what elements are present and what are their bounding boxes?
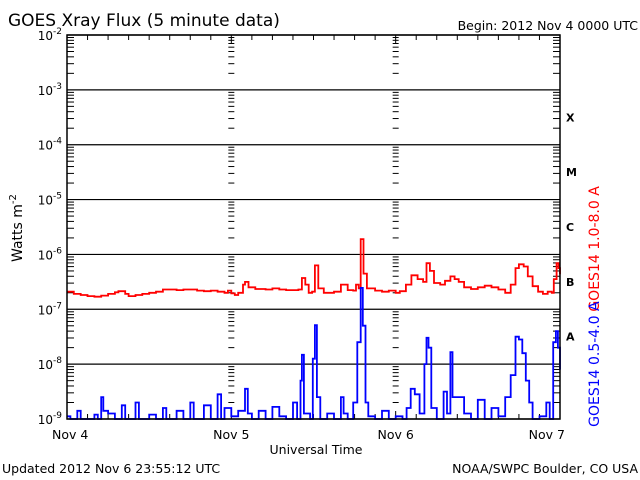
credit-label: NOAA/SWPC Boulder, CO USA xyxy=(452,461,638,476)
y-tick-exp: -4 xyxy=(53,137,62,147)
y-tick-base: 10 xyxy=(38,358,53,372)
y-axis-label: Watts m-2 xyxy=(8,194,26,262)
y-tick-label: 10-8 xyxy=(38,356,63,372)
y-tick-exp: -6 xyxy=(53,246,62,256)
y-tick-base: 10 xyxy=(38,84,53,98)
y-tick-exp: -7 xyxy=(53,301,62,311)
flare-class-label: B xyxy=(566,276,574,289)
x-tick-label: Nov 4 xyxy=(52,427,88,442)
y-tick-exp: -8 xyxy=(53,356,62,366)
flare-class-label: X xyxy=(566,111,575,124)
y-tick-exp: -3 xyxy=(53,82,62,92)
x-axis-label: Universal Time xyxy=(270,442,363,457)
flare-class-label: C xyxy=(566,221,574,234)
series-legend-short: GOES14 0.5-4.0 A xyxy=(587,301,603,427)
y-tick-label: 10-4 xyxy=(38,137,63,153)
series-lines xyxy=(67,238,561,420)
y-tick-label: 10-7 xyxy=(38,301,62,317)
y-tick-label: 10-5 xyxy=(38,192,62,208)
flare-class-label: M xyxy=(566,166,577,179)
y-tick-exp: -9 xyxy=(53,411,62,421)
y-tick-exp: -5 xyxy=(53,192,62,202)
y-tick-exp: -2 xyxy=(53,27,62,37)
x-tick-label: Nov 6 xyxy=(378,427,414,442)
x-tick-label: Nov 7 xyxy=(529,427,565,442)
y-axis-label-text: Watts m xyxy=(10,204,26,262)
x-tick-label: Nov 5 xyxy=(213,427,249,442)
y-tick-base: 10 xyxy=(38,248,53,262)
flare-class-label: A xyxy=(566,331,575,344)
y-tick-base: 10 xyxy=(38,29,53,43)
y-tick-base: 10 xyxy=(38,413,53,427)
chart-title: GOES Xray Flux (5 minute data) xyxy=(8,11,280,31)
series-line-short-wave xyxy=(67,287,561,420)
y-tick-base: 10 xyxy=(38,194,53,208)
updated-timestamp: Updated 2012 Nov 6 23:55:12 UTC xyxy=(2,461,220,476)
begin-label: Begin: 2012 Nov 4 0000 UTC xyxy=(458,18,639,33)
y-tick-label: 10-2 xyxy=(38,27,62,43)
plot-frame xyxy=(66,34,561,420)
series-legend-long: GOES14 1.0-8.0 A xyxy=(587,186,603,312)
y-tick-base: 10 xyxy=(38,139,53,153)
y-axis-label-exp: -2 xyxy=(8,194,19,204)
y-tick-label: 10-9 xyxy=(38,411,63,427)
series-line-long-wave xyxy=(67,238,561,298)
y-tick-base: 10 xyxy=(38,303,53,317)
y-tick-label: 10-3 xyxy=(38,82,62,98)
y-tick-label: 10-6 xyxy=(38,246,63,262)
